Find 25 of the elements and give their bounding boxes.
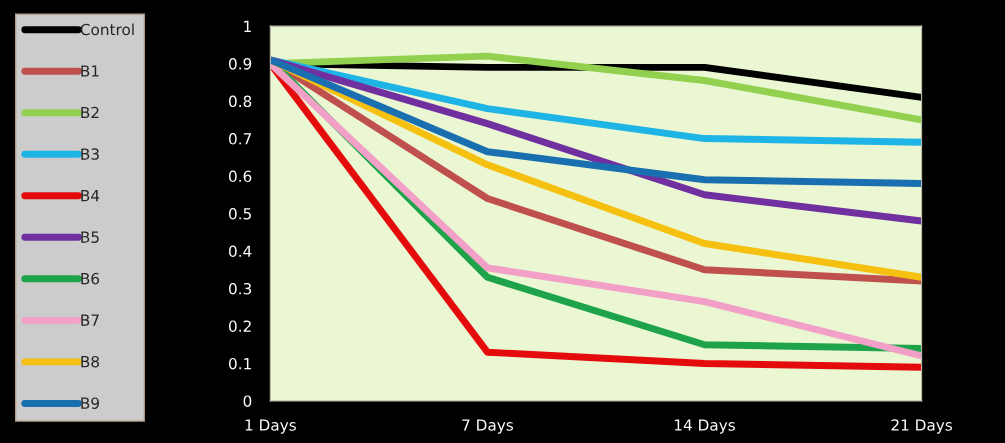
y-tick-label: 1 xyxy=(244,20,251,32)
x-tick-label: 1 Days xyxy=(245,419,296,434)
y-tick-label: 0.9 xyxy=(229,58,252,70)
y-tick-label: 0.8 xyxy=(229,95,252,108)
legend-label: B7 xyxy=(81,314,99,326)
legend-label: B1 xyxy=(81,65,99,77)
y-tick-label: 0.5 xyxy=(229,207,251,220)
legend-label: Control xyxy=(80,23,134,36)
legend-label: B6 xyxy=(81,272,100,285)
legend-label: B5 xyxy=(81,231,99,243)
y-tick-label: 0.7 xyxy=(229,133,251,145)
y-tick-label: 0.6 xyxy=(229,170,252,183)
y-tick-label: 0.1 xyxy=(229,357,251,370)
legend-label: B2 xyxy=(81,106,99,119)
y-tick-label: 0 xyxy=(243,395,252,407)
x-tick-label: 7 Days xyxy=(462,419,514,434)
y-tick-label: 0.3 xyxy=(229,282,252,295)
legend-label: B4 xyxy=(81,190,100,202)
legend-label: B9 xyxy=(81,397,99,409)
x-tick-label: 14 Days xyxy=(674,419,735,434)
legend-label: B3 xyxy=(81,148,99,160)
y-tick-label: 0.2 xyxy=(229,320,251,332)
x-tick-label: 21 Days xyxy=(891,419,953,434)
legend-label: B8 xyxy=(81,355,99,368)
y-tick-label: 0.4 xyxy=(229,245,252,258)
